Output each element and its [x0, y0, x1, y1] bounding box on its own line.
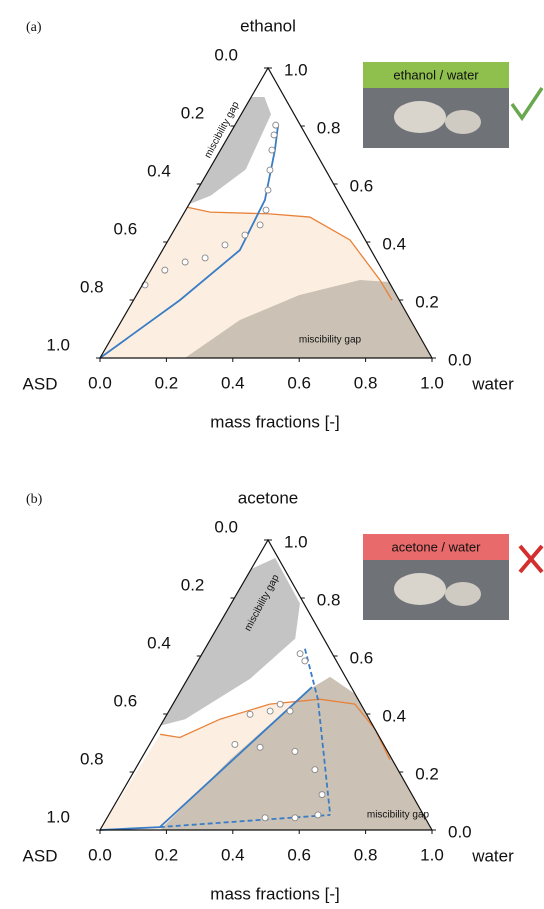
right-tick-label: 1.0 [284, 60, 308, 79]
photo-sample [445, 110, 481, 134]
right-label: water [471, 374, 514, 393]
left-tick-label: 0.0 [214, 45, 238, 64]
data-point [242, 232, 248, 238]
bottom-tick-label: 0.0 [88, 845, 112, 864]
panel-label: (b) [26, 492, 43, 507]
data-point [257, 222, 263, 228]
data-point [263, 207, 269, 213]
data-point [269, 147, 275, 153]
right-tick-label: 0.2 [415, 292, 439, 311]
right-tick-label: 0.4 [382, 706, 406, 725]
data-point [247, 711, 253, 717]
data-point [292, 815, 298, 821]
x-axis-title: mass fractions [-] [210, 884, 339, 903]
right-tick-label: 0.4 [382, 234, 406, 253]
x-axis-title: mass fractions [-] [210, 412, 339, 431]
left-tick-label: 0.6 [114, 691, 138, 710]
left-tick-label: 0.8 [80, 277, 104, 296]
data-point [312, 767, 318, 773]
panel-label: (a) [26, 20, 42, 35]
left-tick-label: 1.0 [46, 335, 70, 354]
data-point [292, 748, 298, 754]
photo-sample [394, 101, 446, 133]
bottom-tick-label: 0.6 [287, 845, 311, 864]
check-mark [512, 88, 542, 118]
figure: miscibility gap miscibility gap 0.0 0.2 0.4 0… [0, 0, 544, 904]
photo-sample [445, 582, 481, 606]
right-tick-label: 0.8 [317, 118, 341, 137]
data-point [271, 132, 277, 138]
data-point [265, 187, 271, 193]
data-point [162, 267, 168, 273]
top-label: ethanol [240, 16, 296, 35]
right-tick-label: 0.8 [317, 590, 341, 609]
data-point [182, 259, 188, 265]
right-tick-label: 0.2 [415, 764, 439, 783]
left-tick-label: 0.4 [147, 633, 171, 652]
left-tick-label: 0.2 [181, 575, 205, 594]
data-point [319, 792, 325, 798]
data-point [287, 708, 293, 714]
left-tick-label: 0.0 [214, 517, 238, 536]
photo-sample [394, 573, 446, 605]
right-tick-label: 0.6 [350, 176, 374, 195]
bottom-tick-label: 0.0 [88, 373, 112, 392]
cross-mark [520, 546, 542, 572]
photo-label: acetone / water [392, 539, 482, 554]
left-tick-label: 0.6 [114, 219, 138, 238]
right-tick-label: 0.0 [448, 350, 472, 369]
left-label: ASD [23, 846, 58, 865]
photo-label: ethanol / water [393, 67, 479, 82]
data-point [315, 812, 321, 818]
data-point [267, 708, 273, 714]
right-tick-label: 1.0 [284, 532, 308, 551]
data-point [222, 242, 228, 248]
gap-label: miscibility gap [367, 810, 430, 821]
bottom-tick-label: 0.8 [354, 845, 378, 864]
left-tick-label: 1.0 [46, 807, 70, 826]
bottom-tick-label: 1.0 [420, 845, 444, 864]
data-point [202, 255, 208, 261]
top-label: acetone [238, 488, 299, 507]
right-tick-label: 0.6 [350, 648, 374, 667]
bottom-tick-label: 0.4 [221, 845, 245, 864]
left-label: ASD [23, 374, 58, 393]
bottom-tick-label: 1.0 [420, 373, 444, 392]
bottom-tick-label: 0.2 [155, 373, 179, 392]
data-point [267, 167, 273, 173]
data-point [277, 701, 283, 707]
bottom-tick-label: 0.2 [155, 845, 179, 864]
data-point [262, 815, 268, 821]
left-tick-label: 0.4 [147, 161, 171, 180]
bottom-tick-label: 0.6 [287, 373, 311, 392]
data-point [302, 658, 308, 664]
right-label: water [471, 846, 514, 865]
gap-label: miscibility gap [299, 335, 362, 346]
data-point [232, 741, 238, 747]
bottom-tick-label: 0.8 [354, 373, 378, 392]
data-point [257, 744, 263, 750]
data-point [273, 122, 279, 128]
left-tick-label: 0.2 [181, 103, 205, 122]
bottom-tick-label: 0.4 [221, 373, 245, 392]
left-tick-label: 0.8 [80, 749, 104, 768]
right-tick-label: 0.0 [448, 822, 472, 841]
data-point [297, 651, 303, 657]
